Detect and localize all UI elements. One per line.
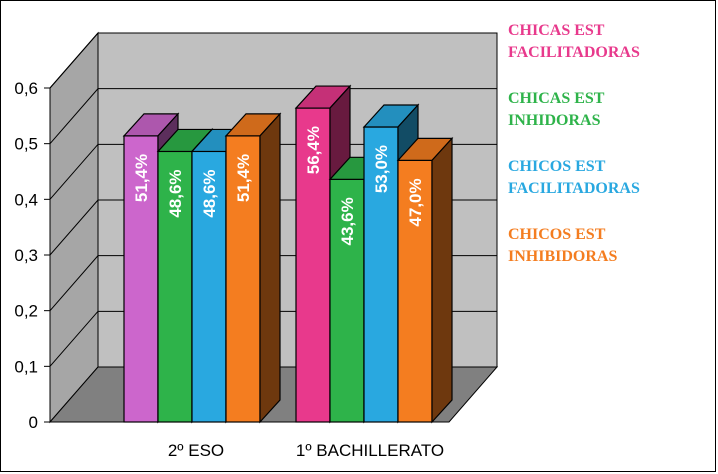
bar-front [191,150,227,423]
bar-value-label: 51,4% [234,154,253,202]
gridline [49,32,497,89]
bar-side [259,112,281,424]
bar-front [295,107,331,423]
y-tick-label: 0,6 [14,79,38,98]
bar-value-label: 43,6% [338,197,357,245]
legend-item-chicas-facilitadoras: CHICAS EST FACILITADORAS [508,22,640,61]
y-tick-label: 0 [29,413,38,432]
y-tick-label: 0,4 [14,190,38,209]
x-axis: 2º ESO 1º BACHILLERATO [168,441,444,460]
bar-value-label: 51,4% [132,154,151,202]
bar: 47,0% [396,136,454,424]
bars: 51,4% 48,6% 48,6% 51,4% 56,4% 43,6% 53,0% 47,0% [122,84,454,424]
bar-front [123,135,159,423]
y-axis: 0 0,1 0,2 0,3 0,4 0,5 0,6 [14,79,51,432]
gridline [49,88,497,144]
bar-front [329,178,365,423]
bar-value-label: 48,6% [166,169,185,217]
y-tick-label: 0,5 [14,135,38,154]
y-tick-label: 0,1 [14,357,38,376]
legend-item-chicos-inhibidoras: CHICOS EST INHIBIDORAS [508,226,618,265]
x-category-label: 1º BACHILLERATO [296,441,444,460]
bar-side [431,136,453,424]
bar-value-label: 56,4% [304,126,323,174]
bar-value-label: 48,6% [200,169,219,217]
bar-front [157,150,193,423]
legend-item-chicas-inhidoras: CHICAS EST INHIDORAS [508,90,605,129]
bar-value-label: 53,0% [372,145,391,193]
x-category-label: 2º ESO [168,441,224,460]
legend-item-chicos-facilitadoras: CHICOS EST FACILITADORAS [508,158,640,197]
bar-front [225,135,261,423]
bar-value-label: 47,0% [406,178,425,226]
y-tick-label: 0,3 [14,246,38,265]
bar: 51,4% [224,112,282,424]
y-tick-label: 0,2 [14,302,38,321]
